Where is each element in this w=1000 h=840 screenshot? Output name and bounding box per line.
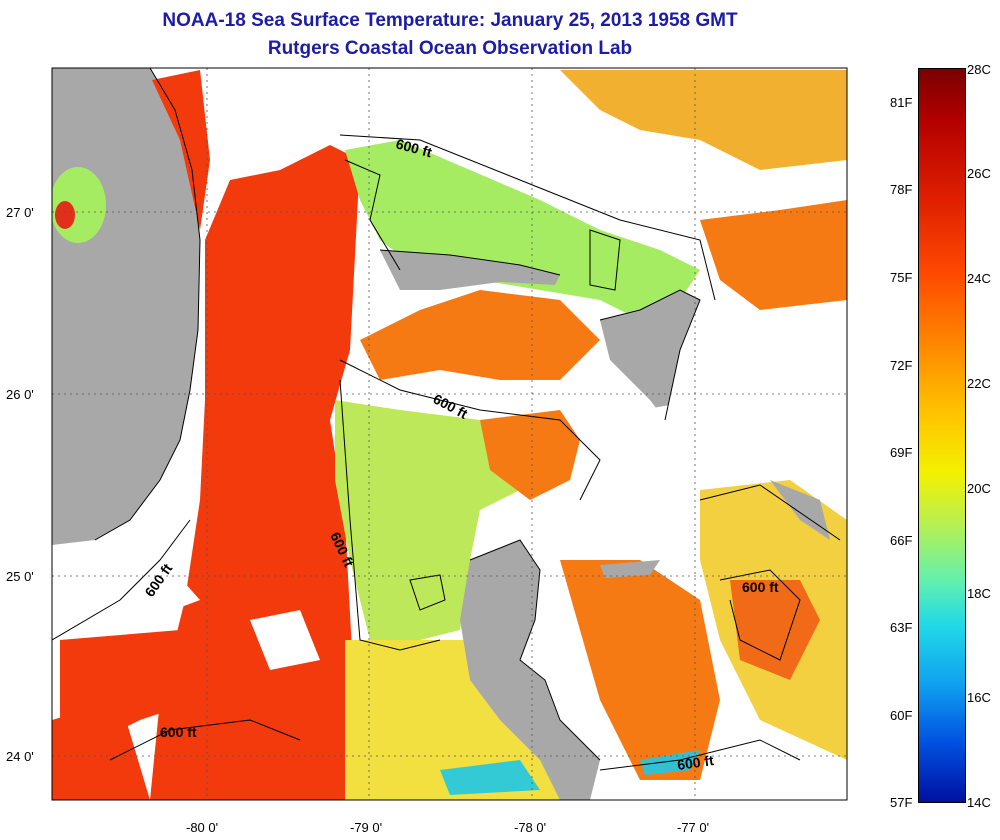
isobath-600ft — [52, 134, 841, 771]
colorbar-f-label: 78F — [890, 182, 913, 197]
colorbar-f-label: 60F — [890, 708, 913, 723]
colorbar-c-label: 20C — [967, 481, 991, 496]
land-grand-bahama — [380, 250, 560, 290]
little-bahama-bank — [345, 140, 700, 320]
colorbar-f-label: 66F — [890, 533, 913, 548]
northeast-warm — [560, 70, 847, 170]
lon-label: -78 0' — [514, 820, 546, 835]
colorbar-c-label: 16C — [967, 690, 991, 705]
lon-label: -80 0' — [186, 820, 218, 835]
lon-label: -77 0' — [677, 820, 709, 835]
chart-title: NOAA-18 Sea Surface Temperature: January… — [162, 10, 738, 31]
lon-label: -79 0' — [350, 820, 382, 835]
contour-label: 600 ft — [742, 579, 779, 595]
lat-label: 25 0' — [6, 569, 34, 584]
colorbar-c-label: 26C — [967, 166, 991, 181]
colorbar-f-label: 75F — [890, 270, 913, 285]
colorbar-f-label: 81F — [890, 95, 913, 110]
coastline — [94, 68, 701, 761]
contour-label: 600 ft — [160, 724, 197, 740]
colorbar-c-label: 14C — [967, 795, 991, 810]
chart-subtitle: Rutgers Coastal Ocean Observation Lab — [267, 38, 633, 59]
lat-label: 24 0' — [6, 749, 34, 764]
land-abaco — [600, 290, 700, 420]
contour-label: 600 ft — [676, 752, 715, 773]
colorbar-f-label: 72F — [890, 358, 913, 373]
lat-label: 27 0' — [6, 205, 34, 220]
temperature-colorbar — [918, 68, 966, 803]
land-andros — [460, 540, 600, 800]
colorbar-f-label: 69F — [890, 445, 913, 460]
colorbar-f-label: 57F — [890, 795, 913, 810]
colorbar-c-label: 18C — [967, 586, 991, 601]
colorbar-c-label: 24C — [967, 271, 991, 286]
colorbar-c-label: 28C — [967, 62, 991, 77]
plot-frame — [51, 67, 848, 801]
colorbar-c-label: 22C — [967, 376, 991, 391]
lat-label: 26 0' — [6, 387, 34, 402]
south-yellow — [345, 640, 560, 800]
colorbar-f-label: 63F — [890, 620, 913, 635]
graticule — [52, 68, 847, 800]
sst-field — [52, 68, 847, 800]
